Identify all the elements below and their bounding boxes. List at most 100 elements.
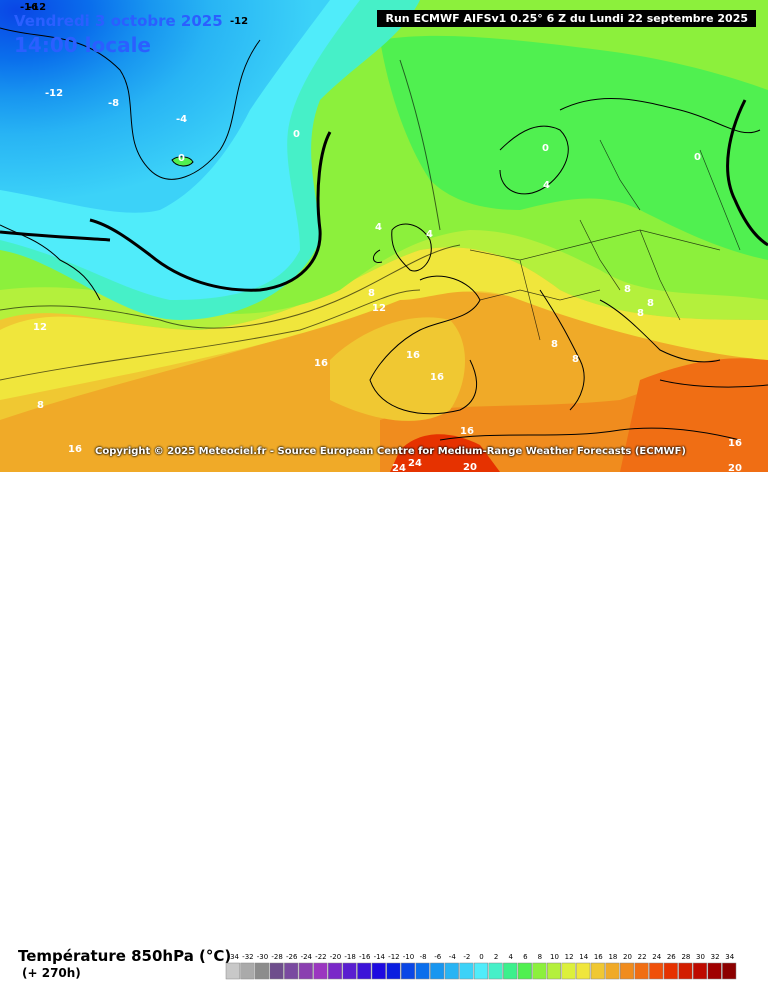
scale-tick-label: -30 <box>257 953 268 961</box>
scale-tick-label: -12 <box>388 953 399 961</box>
scale-tick-label: 22 <box>638 953 647 961</box>
scale-tick-label: 24 <box>652 953 661 961</box>
label-eight-it: 8 <box>551 339 558 350</box>
legend-footer: Température 850hPa (°C) (+ 270h) -34 -32-… <box>0 472 768 980</box>
scale-swatch <box>605 962 620 980</box>
label-eight-bal2: 8 <box>647 298 654 309</box>
label-twentyfour2: 24 <box>408 458 422 469</box>
copyright-text: Copyright © 2025 Meteociel.fr - Source E… <box>95 446 686 457</box>
scale-swatch <box>532 962 547 980</box>
scale-tick-label: 10 <box>550 953 559 961</box>
label-zero-atl: 0 <box>293 129 300 140</box>
scale-swatch <box>430 962 445 980</box>
label-m8: -8 <box>108 98 119 109</box>
scale-swatch <box>284 962 299 980</box>
scale-tick-label: -32 <box>242 953 253 961</box>
scale-swatch <box>254 962 270 980</box>
scale-tick-label: 30 <box>696 953 705 961</box>
label-zero-ice: 0 <box>178 153 185 164</box>
label-eight-bal3: 8 <box>637 308 644 319</box>
label-m12-top: -12 <box>230 16 248 27</box>
scale-swatch <box>342 962 357 980</box>
isotherm-12 <box>0 289 421 381</box>
scale-tick-label: 2 <box>494 953 498 961</box>
label-sixteen-sp: 16 <box>406 350 420 361</box>
label-sixteen-med: 16 <box>460 426 474 437</box>
scale-tick-label: 34 <box>725 953 734 961</box>
scale-swatch <box>517 962 532 980</box>
model-run-info: Run ECMWF AIFSv1 0.25° 6 Z du Lundi 22 s… <box>377 10 756 27</box>
lead-time: (+ 270h) <box>22 966 81 980</box>
label-eight-w: 8 <box>37 400 44 411</box>
scale-swatch <box>619 962 635 980</box>
scale-tick-label: -20 <box>330 953 341 961</box>
scale-swatch <box>386 962 401 980</box>
scale-swatch <box>357 962 372 980</box>
scale-swatch <box>590 962 605 980</box>
scale-swatch <box>722 962 737 980</box>
label-m12-nw: -12 <box>28 2 46 13</box>
label-twentyfour: 24 <box>392 463 406 472</box>
scale-tick-label: -28 <box>271 953 282 961</box>
scale-swatch <box>400 962 416 980</box>
scale-tick-label: -6 <box>434 953 442 961</box>
scale-swatch <box>269 962 284 980</box>
scale-swatch <box>561 962 576 980</box>
scale-tick-label: -14 <box>374 953 386 961</box>
scale-swatch <box>634 962 649 980</box>
scale-tick-label: 28 <box>681 953 690 961</box>
scale-tick-label: 8 <box>538 953 542 961</box>
forecast-date: Vendredi 3 octobre 2025 <box>14 12 223 30</box>
label-eight-it2: 8 <box>572 354 579 365</box>
iberia-zone <box>330 317 465 421</box>
scale-tick-label: -34 <box>228 953 240 961</box>
scale-swatch <box>415 962 430 980</box>
zero-isotherm-east <box>726 99 768 247</box>
scale-tick-label: 12 <box>565 953 574 961</box>
scale-tick-label: -10 <box>403 953 414 961</box>
scale-swatch <box>444 962 459 980</box>
label-twenty-e: 20 <box>728 463 742 472</box>
label-sixteen-e: 16 <box>728 438 742 449</box>
cold-zone <box>0 0 330 213</box>
scale-tick-label: -8 <box>420 953 427 961</box>
scale-swatch <box>663 962 678 980</box>
scale-tick-label: -24 <box>301 953 313 961</box>
label-m16: -16 <box>20 2 38 13</box>
scale-tick-label: -2 <box>463 953 470 961</box>
scale-swatch <box>692 962 708 980</box>
core-green-zone <box>380 35 768 260</box>
zero-isotherm <box>89 131 332 292</box>
label-four-sc: 4 <box>543 180 550 191</box>
scale-tick-label: 32 <box>711 953 720 961</box>
scale-tick-label: -16 <box>359 953 371 961</box>
label-m4: -4 <box>176 114 187 125</box>
scale-swatch <box>649 962 664 980</box>
scale-swatch <box>327 962 343 980</box>
label-zero-ne: 0 <box>694 152 701 163</box>
scale-tick-label: 14 <box>579 953 588 961</box>
scale-swatch <box>313 962 328 980</box>
color-scale: -34 -32 -30 -28 -26 -24 -22 -20 -18 -16 -14 -12 -10-… <box>225 953 737 980</box>
label-sixteen-atl: 16 <box>314 358 328 369</box>
label-twelve-fr: 12 <box>372 303 386 314</box>
map-canvas: -16 -12 -12 -12 -8 -4 0 0 0 0 4 4 4 8 12… <box>0 0 768 472</box>
scale-swatch <box>371 962 386 980</box>
isotherm-4 <box>399 59 441 231</box>
scale-swatch <box>546 962 562 980</box>
label-zero-sc: 0 <box>542 143 549 154</box>
scale-swatch <box>707 962 722 980</box>
coastlines <box>0 27 768 441</box>
label-m12-gl: -12 <box>45 88 63 99</box>
scale-swatch <box>240 962 255 980</box>
isotherm-8 <box>0 244 461 329</box>
scale-tick-label: 0 <box>479 953 483 961</box>
scale-swatch <box>459 962 474 980</box>
scale-tick-label: 20 <box>623 953 632 961</box>
label-eight-bal: 8 <box>624 284 631 295</box>
scale-swatch <box>298 962 313 980</box>
label-four-be: 4 <box>426 229 433 240</box>
forecast-time: 14:00 locale <box>14 33 151 57</box>
scale-swatch <box>678 962 693 980</box>
